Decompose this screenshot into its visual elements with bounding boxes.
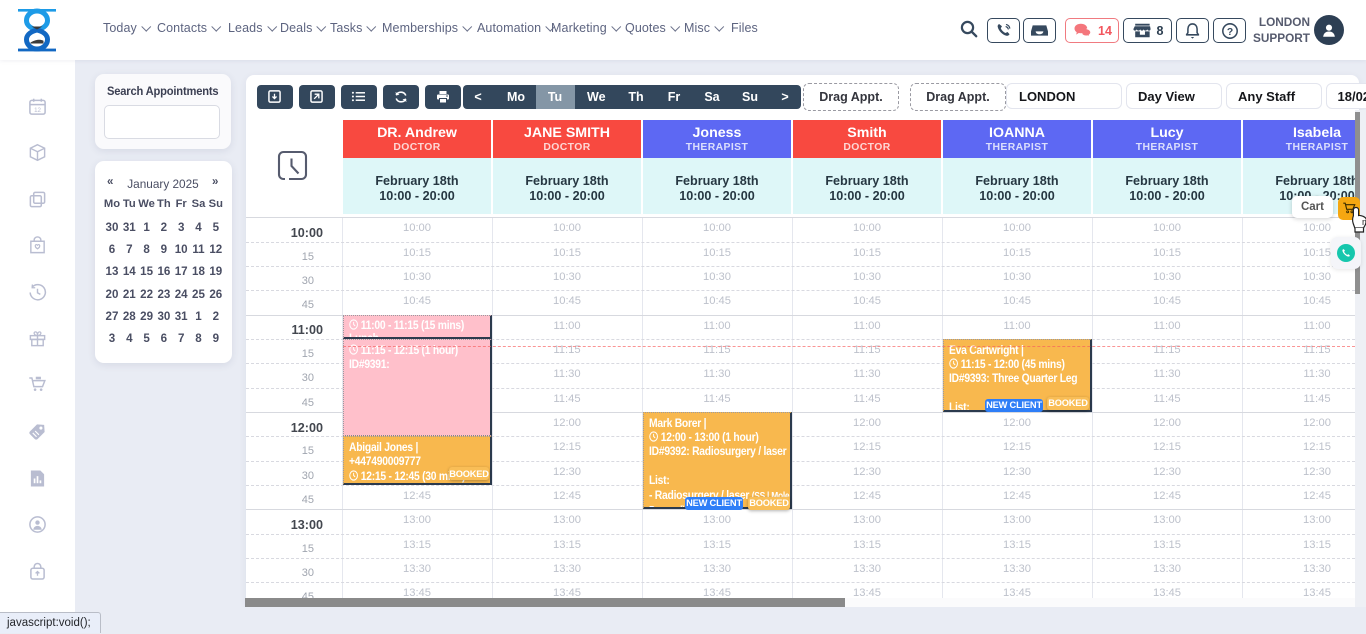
svg-text:m: m bbox=[1362, 217, 1366, 227]
svg-text:?: ? bbox=[1226, 26, 1232, 37]
svg-text:12: 12 bbox=[34, 107, 41, 114]
